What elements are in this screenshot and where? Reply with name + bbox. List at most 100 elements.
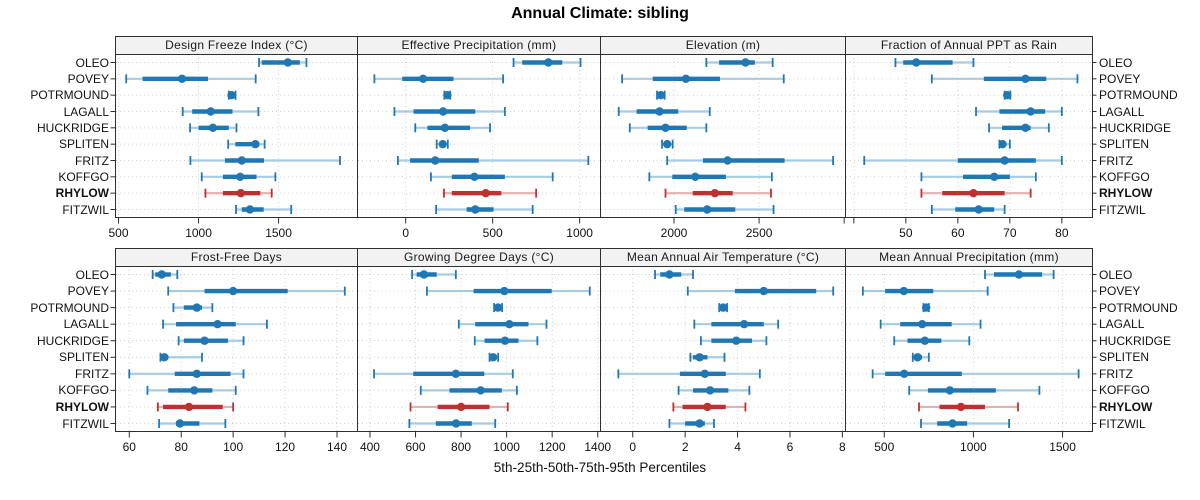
station-label-right-fitzwil: FITZWIL — [1099, 202, 1146, 217]
percentile-row-fritz — [189, 156, 341, 165]
station-label-left-spliten: SPLITEN — [58, 350, 109, 365]
x-tick-label: 50 — [899, 226, 913, 240]
panel-strip-title: Frost-Free Days — [115, 248, 358, 267]
station-label-left-koffgo: KOFFGO — [58, 169, 109, 184]
x-tick-label: 1000 — [185, 226, 212, 240]
median-dot — [419, 270, 429, 279]
x-tick-label: 500 — [482, 226, 503, 240]
median-dot — [1000, 156, 1009, 165]
percentile-row-fitzwil — [668, 419, 715, 428]
panel-plot-area — [110, 54, 358, 224]
median-dot — [710, 188, 720, 198]
median-dot — [705, 386, 715, 395]
percentile-row-huckridge — [893, 336, 971, 346]
percentile-row-fitzwil — [930, 205, 1006, 214]
station-label-left-koffgo: KOFFGO — [58, 383, 109, 398]
panel-plot-area — [357, 266, 601, 438]
percentile-row-koffgo — [419, 385, 518, 395]
median-dot — [723, 156, 732, 165]
median-dot — [200, 336, 209, 345]
median-dot — [969, 188, 978, 198]
percentile-row-spliten — [159, 352, 203, 362]
median-dot — [500, 336, 510, 345]
station-label-left-rhylow: RHYLOW — [55, 186, 109, 201]
percentile-row-fitzwil — [158, 419, 227, 428]
percentile-row-koffgo — [146, 385, 237, 395]
panel-plot-area — [357, 54, 601, 224]
x-tick-label: 6 — [786, 440, 794, 454]
panel-plot-area — [845, 266, 1097, 438]
station-label-left-fitzwil: FITZWIL — [62, 202, 109, 217]
x-tick-label: 1000 — [493, 440, 520, 454]
median-dot — [237, 156, 246, 165]
median-dot — [451, 419, 461, 428]
panel-plot-area — [600, 54, 846, 224]
percentile-row-fritz — [617, 369, 761, 379]
station-label-left-fitzwil: FITZWIL — [62, 416, 109, 431]
panel-title-text: Effective Precipitation (mm) — [401, 38, 557, 52]
chart-title: Annual Climate: sibling — [511, 5, 689, 22]
median-dot — [443, 90, 452, 100]
x-tick-label: 60 — [951, 226, 965, 240]
percentile-row-fritz — [396, 156, 590, 165]
median-dot — [431, 156, 440, 165]
median-dot — [236, 188, 246, 198]
median-dot — [500, 286, 509, 296]
median-dot — [703, 402, 712, 412]
x-tick-label: 0 — [402, 226, 410, 240]
station-label-left-povey: POVEY — [67, 284, 109, 299]
station-label-right-fritz: FRITZ — [1099, 366, 1133, 381]
percentile-row-rhylow — [156, 402, 235, 412]
median-dot — [945, 386, 955, 395]
median-dot — [691, 172, 700, 182]
percentile-row-oleo — [411, 270, 457, 279]
median-dot — [741, 58, 750, 67]
percentile-row-lagall — [693, 319, 780, 329]
median-dot — [175, 419, 185, 428]
station-label-left-huckridge: HUCKRIDGE — [36, 120, 109, 135]
percentile-row-fritz — [128, 369, 245, 379]
station-label-right-huckridge: HUCKRIDGE — [1099, 120, 1172, 135]
percentile-row-oleo — [894, 58, 975, 67]
station-label-right-rhylow: RHYLOW — [1099, 186, 1153, 201]
panel-title-text: Mean Annual Precipitation (mm) — [879, 250, 1059, 264]
x-tick-label: 2500 — [745, 226, 773, 240]
station-label-right-lagall: LAGALL — [1099, 317, 1145, 332]
percentile-row-lagall — [393, 107, 506, 116]
percentile-row-povey — [373, 74, 505, 84]
median-dot — [990, 172, 999, 182]
percentile-row-povey — [426, 286, 591, 296]
percentile-row-oleo — [512, 58, 582, 67]
station-label-left-lagall: LAGALL — [63, 104, 109, 119]
median-dot — [177, 74, 187, 84]
x-tick-label: 400 — [359, 440, 380, 454]
percentile-row-spliten — [227, 139, 266, 149]
x-tick-label: 60 — [122, 440, 136, 454]
median-dot — [1021, 123, 1030, 133]
x-tick-label: 800 — [451, 440, 472, 454]
percentile-row-potrmound — [718, 303, 728, 313]
percentile-row-potrmound — [921, 303, 931, 313]
percentile-row-spliten — [488, 352, 500, 362]
median-dot — [192, 369, 201, 379]
station-label-right-rhylow: RHYLOW — [1099, 399, 1153, 414]
median-dot — [739, 319, 749, 329]
panel-strip-title: Mean Annual Air Temperature (°C) — [600, 248, 846, 267]
median-dot — [471, 205, 480, 214]
percentile-row-huckridge — [177, 336, 245, 346]
percentile-row-rhylow — [918, 402, 1019, 412]
station-label-left-huckridge: HUCKRIDGE — [36, 333, 109, 348]
x-tick-label: 1200 — [538, 440, 566, 454]
median-dot — [900, 369, 909, 379]
median-dot — [899, 286, 909, 296]
station-label-right-fitzwil: FITZWIL — [1099, 416, 1146, 431]
median-dot — [695, 419, 704, 428]
x-tick-label: 1500 — [1049, 440, 1076, 454]
percentile-row-fitzwil — [408, 419, 497, 428]
percentile-row-fritz — [666, 156, 834, 165]
median-dot — [228, 286, 238, 296]
percentile-row-oleo — [151, 270, 179, 279]
percentile-row-spliten — [998, 139, 1011, 149]
percentile-row-huckridge — [628, 123, 708, 133]
x-tick-label: 100 — [223, 440, 244, 454]
